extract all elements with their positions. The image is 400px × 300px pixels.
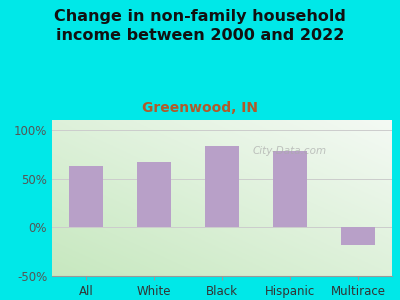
Bar bbox=[205, 146, 239, 227]
Bar bbox=[273, 151, 307, 227]
Text: Greenwood, IN: Greenwood, IN bbox=[142, 100, 258, 115]
Bar bbox=[137, 162, 171, 227]
Text: City-Data.com: City-Data.com bbox=[253, 146, 327, 156]
Bar bbox=[341, 227, 375, 245]
Text: Change in non-family household
income between 2000 and 2022: Change in non-family household income be… bbox=[54, 9, 346, 43]
Bar bbox=[69, 166, 103, 227]
